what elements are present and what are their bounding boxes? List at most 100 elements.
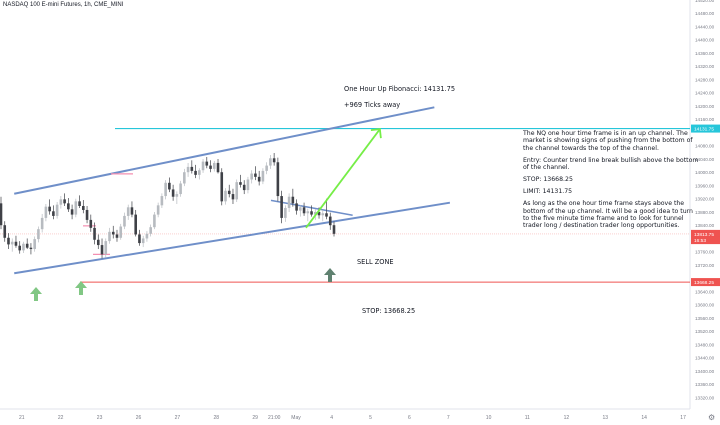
candle-body [250,173,253,180]
candle-body [40,217,44,230]
candle-body [78,201,81,206]
trade-note: The NQ one hour time frame is in an up c… [523,130,701,234]
candle-body [276,162,280,197]
price-tick-label: 14040.00 [695,157,715,162]
price-tick-label: 13480.00 [695,342,715,347]
candle-body [156,205,160,215]
candle-body [269,158,272,166]
candle-body [254,173,257,177]
note-paragraph: As long as the one hour time frame stays… [523,200,693,230]
up-arrow-icon [324,268,336,282]
price-tick-label: 13440.00 [695,356,715,361]
price-tick-label: 13720.00 [695,263,715,268]
candle-body [235,182,239,200]
candle-body [164,182,167,197]
candle-body [52,211,55,216]
candle-body [18,245,22,251]
price-tick-label: 13960.00 [695,183,715,188]
price-tick-label: 13880.00 [695,210,715,215]
price-tick-label: 13400.00 [695,369,715,374]
time-tick-label: 13 [603,415,609,421]
candle-body [14,241,18,246]
candle-body [306,211,310,214]
time-tick-label: 22 [58,415,64,421]
candle-body [179,183,182,195]
candle-body [149,227,152,234]
candle-body [44,206,48,218]
candle-body [82,205,85,210]
candle-body [37,229,40,240]
price-tick-label: 14360.00 [695,51,715,56]
candle-body [257,176,261,182]
price-tick-label: 14480.00 [695,11,715,16]
candle-body [295,203,298,211]
candle-body [190,166,194,171]
candle-body [310,211,313,215]
price-label-box [691,229,720,238]
candle-body [209,165,212,169]
price-tick-label: 14240.00 [695,91,715,96]
candle-body [186,166,190,173]
candle-body [48,206,51,212]
candle-body [153,214,156,228]
candle-body [89,219,93,228]
candle-body [22,243,25,251]
candle-body [242,184,246,191]
time-tick-label: 12 [564,415,570,421]
price-label-box [691,278,720,287]
time-tick-label: 21:00 [268,415,281,421]
time-tick-label: 21 [19,415,25,421]
candle-body [224,190,227,202]
candle-body [246,179,250,191]
candle-body [299,207,302,211]
candle-body [205,161,209,166]
candle-body [332,225,336,234]
note-paragraph: The NQ one hour time frame is in an up c… [523,130,693,152]
price-tick-label: 13320.00 [695,395,715,400]
candle-body [168,182,171,190]
candle-body [111,231,115,235]
channel-upper-line [14,106,435,195]
gear-icon[interactable]: ⚙ [708,413,716,422]
time-tick-label: 23 [97,415,103,421]
candle-body [96,239,100,246]
time-tick-label: 17 [680,415,686,421]
up-arrow-icon [30,287,42,301]
candle-body [25,243,29,248]
time-tick-label: 4 [330,415,333,421]
channel-lower-line [14,201,451,275]
price-tick-label: 14400.00 [695,38,715,43]
candle-body [325,213,328,217]
projection-arrow-head [370,128,382,139]
time-tick-label: 28 [214,415,220,421]
time-tick-label: 14 [641,415,647,421]
candle-body [291,196,295,204]
candle-body [239,182,242,185]
candle-body [284,207,287,218]
candle-body [85,209,89,220]
time-tick-label: 5 [369,415,372,421]
ticks-away: +969 Ticks away [344,101,401,109]
candle-body [93,227,96,240]
candle-body [108,231,111,242]
candle-body [261,170,265,182]
candle-body [201,161,205,171]
candle-body [171,189,175,197]
candle-body [63,199,66,204]
candle-body [123,215,126,227]
price-label-box [691,236,720,245]
candle-body [67,203,70,210]
fib-title: One Hour Up Fibonacci: 14131.75 [344,85,456,93]
candle-body [227,190,231,195]
candle-body [194,170,197,175]
price-tick-label: 13760.00 [695,250,715,255]
price-tick-label: 13600.00 [695,303,715,308]
up-arrow-icon [75,281,87,295]
price-tick-label: 14160.00 [695,117,715,122]
candle-body [0,203,3,226]
candle-body [175,194,179,197]
candle-body [272,158,276,163]
note-paragraph: STOP: 13668.25 [523,176,573,184]
candle-body [183,172,186,184]
